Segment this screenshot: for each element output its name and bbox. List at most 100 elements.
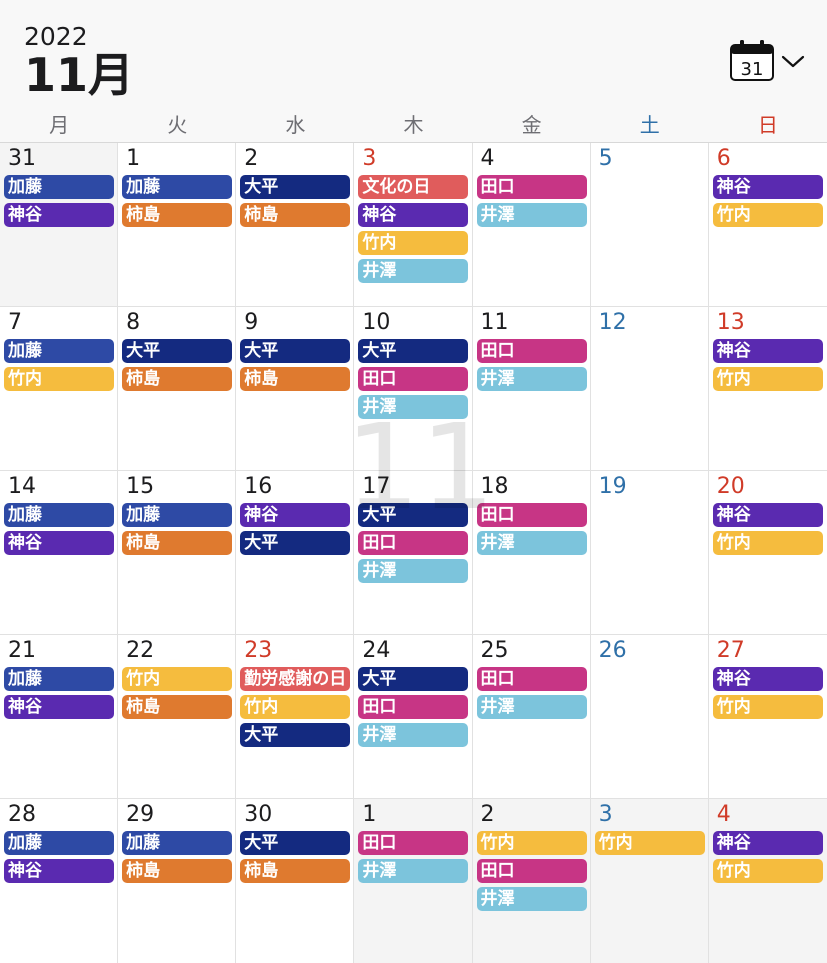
- event-chip[interactable]: 井澤: [358, 559, 469, 583]
- event-chip[interactable]: 井澤: [476, 203, 587, 227]
- event-chip[interactable]: 井澤: [358, 859, 469, 883]
- event-chip[interactable]: 柿島: [240, 859, 351, 883]
- day-cell[interactable]: 26: [591, 635, 709, 798]
- event-chip[interactable]: 神谷: [712, 175, 823, 199]
- day-cell[interactable]: 8 大平 柿島: [118, 307, 237, 470]
- day-cell[interactable]: 14 加藤 神谷: [0, 471, 119, 634]
- event-chip[interactable]: 竹内: [712, 367, 823, 391]
- event-chip[interactable]: 竹内: [4, 367, 114, 391]
- event-chip[interactable]: 田口: [476, 667, 587, 691]
- event-chip[interactable]: 竹内: [712, 531, 823, 555]
- event-chip[interactable]: 井澤: [476, 367, 587, 391]
- event-chip[interactable]: 文化の日: [358, 175, 469, 199]
- event-chip[interactable]: 竹内: [122, 667, 233, 691]
- day-cell[interactable]: 18 田口 井澤: [473, 471, 591, 634]
- event-chip[interactable]: 井澤: [358, 395, 469, 419]
- event-chip[interactable]: 神谷: [240, 503, 351, 527]
- day-cell[interactable]: 3 文化の日 神谷 竹内 井澤: [354, 143, 473, 306]
- day-cell[interactable]: 11 田口 井澤: [473, 307, 591, 470]
- day-cell[interactable]: 5: [591, 143, 709, 306]
- event-chip[interactable]: 神谷: [712, 339, 823, 363]
- event-chip[interactable]: 神谷: [712, 667, 823, 691]
- day-cell[interactable]: 4 神谷 竹内: [708, 799, 827, 963]
- event-chip[interactable]: 加藤: [122, 831, 233, 855]
- event-chip[interactable]: 竹内: [594, 831, 705, 855]
- event-chip[interactable]: 田口: [476, 339, 587, 363]
- event-chip[interactable]: 大平: [358, 503, 469, 527]
- event-chip[interactable]: 柿島: [122, 531, 233, 555]
- event-chip[interactable]: 大平: [240, 831, 351, 855]
- day-cell[interactable]: 10 大平 田口 井澤: [354, 307, 473, 470]
- calendar-view-button[interactable]: 31: [729, 40, 809, 84]
- day-cell[interactable]: 20 神谷 竹内: [709, 471, 827, 634]
- event-chip[interactable]: 大平: [240, 531, 351, 555]
- event-chip[interactable]: 加藤: [4, 175, 114, 199]
- day-cell[interactable]: 27 神谷 竹内: [709, 635, 827, 798]
- event-chip[interactable]: 神谷: [358, 203, 469, 227]
- event-chip[interactable]: 加藤: [122, 503, 233, 527]
- event-chip[interactable]: 神谷: [4, 203, 114, 227]
- event-chip[interactable]: 田口: [358, 367, 469, 391]
- event-chip[interactable]: 大平: [358, 339, 469, 363]
- event-chip[interactable]: 加藤: [4, 503, 114, 527]
- event-chip[interactable]: 竹内: [712, 695, 823, 719]
- day-cell[interactable]: 7 加藤 竹内: [0, 307, 119, 470]
- day-cell[interactable]: 22 竹内 柿島: [118, 635, 237, 798]
- day-cell[interactable]: 12: [591, 307, 709, 470]
- day-cell[interactable]: 4 田口 井澤: [473, 143, 591, 306]
- event-chip[interactable]: 柿島: [122, 203, 233, 227]
- day-cell[interactable]: 1 加藤 柿島: [118, 143, 237, 306]
- day-cell[interactable]: 17 大平 田口 井澤: [354, 471, 473, 634]
- event-chip[interactable]: 井澤: [476, 695, 587, 719]
- day-cell[interactable]: 15 加藤 柿島: [118, 471, 237, 634]
- event-chip[interactable]: 大平: [358, 667, 469, 691]
- day-cell[interactable]: 16 神谷 大平: [236, 471, 355, 634]
- event-chip[interactable]: 神谷: [4, 531, 114, 555]
- day-cell[interactable]: 29 加藤 柿島: [118, 799, 237, 963]
- event-chip[interactable]: 井澤: [476, 887, 587, 911]
- event-chip[interactable]: 勤労感謝の日: [240, 667, 351, 691]
- event-chip[interactable]: 田口: [358, 531, 469, 555]
- day-cell[interactable]: 23 勤労感謝の日 竹内 大平: [236, 635, 355, 798]
- day-cell[interactable]: 2 大平 柿島: [236, 143, 355, 306]
- event-chip[interactable]: 田口: [358, 695, 469, 719]
- event-chip[interactable]: 加藤: [4, 831, 114, 855]
- day-cell[interactable]: 3 竹内: [590, 799, 709, 963]
- event-chip[interactable]: 大平: [240, 175, 351, 199]
- event-chip[interactable]: 大平: [122, 339, 233, 363]
- event-chip[interactable]: 井澤: [358, 723, 469, 747]
- day-cell[interactable]: 30 大平 柿島: [236, 799, 355, 963]
- event-chip[interactable]: 竹内: [240, 695, 351, 719]
- day-cell[interactable]: 25 田口 井澤: [473, 635, 591, 798]
- event-chip[interactable]: 竹内: [358, 231, 469, 255]
- event-chip[interactable]: 田口: [358, 831, 469, 855]
- event-chip[interactable]: 柿島: [240, 203, 351, 227]
- day-cell[interactable]: 6 神谷 竹内: [709, 143, 827, 306]
- day-cell[interactable]: 2 竹内 田口 井澤: [472, 799, 591, 963]
- event-chip[interactable]: 加藤: [122, 175, 233, 199]
- event-chip[interactable]: 柿島: [122, 859, 233, 883]
- event-chip[interactable]: 田口: [476, 175, 587, 199]
- event-chip[interactable]: 田口: [476, 859, 587, 883]
- day-cell[interactable]: 31 加藤 神谷: [0, 143, 119, 306]
- day-cell[interactable]: 21 加藤 神谷: [0, 635, 119, 798]
- event-chip[interactable]: 神谷: [712, 831, 823, 855]
- event-chip[interactable]: 田口: [476, 503, 587, 527]
- event-chip[interactable]: 柿島: [122, 695, 233, 719]
- event-chip[interactable]: 神谷: [712, 503, 823, 527]
- event-chip[interactable]: 大平: [240, 339, 351, 363]
- event-chip[interactable]: 竹内: [476, 831, 587, 855]
- event-chip[interactable]: 竹内: [712, 203, 823, 227]
- day-cell[interactable]: 1 田口 井澤: [354, 799, 473, 963]
- day-cell[interactable]: 19: [591, 471, 709, 634]
- day-cell[interactable]: 9 大平 柿島: [236, 307, 355, 470]
- day-cell[interactable]: 24 大平 田口 井澤: [354, 635, 473, 798]
- event-chip[interactable]: 神谷: [4, 695, 114, 719]
- day-cell[interactable]: 28 加藤 神谷: [0, 799, 119, 963]
- event-chip[interactable]: 井澤: [358, 259, 469, 283]
- event-chip[interactable]: 加藤: [4, 667, 114, 691]
- event-chip[interactable]: 井澤: [476, 531, 587, 555]
- event-chip[interactable]: 大平: [240, 723, 351, 747]
- event-chip[interactable]: 柿島: [122, 367, 233, 391]
- event-chip[interactable]: 竹内: [712, 859, 823, 883]
